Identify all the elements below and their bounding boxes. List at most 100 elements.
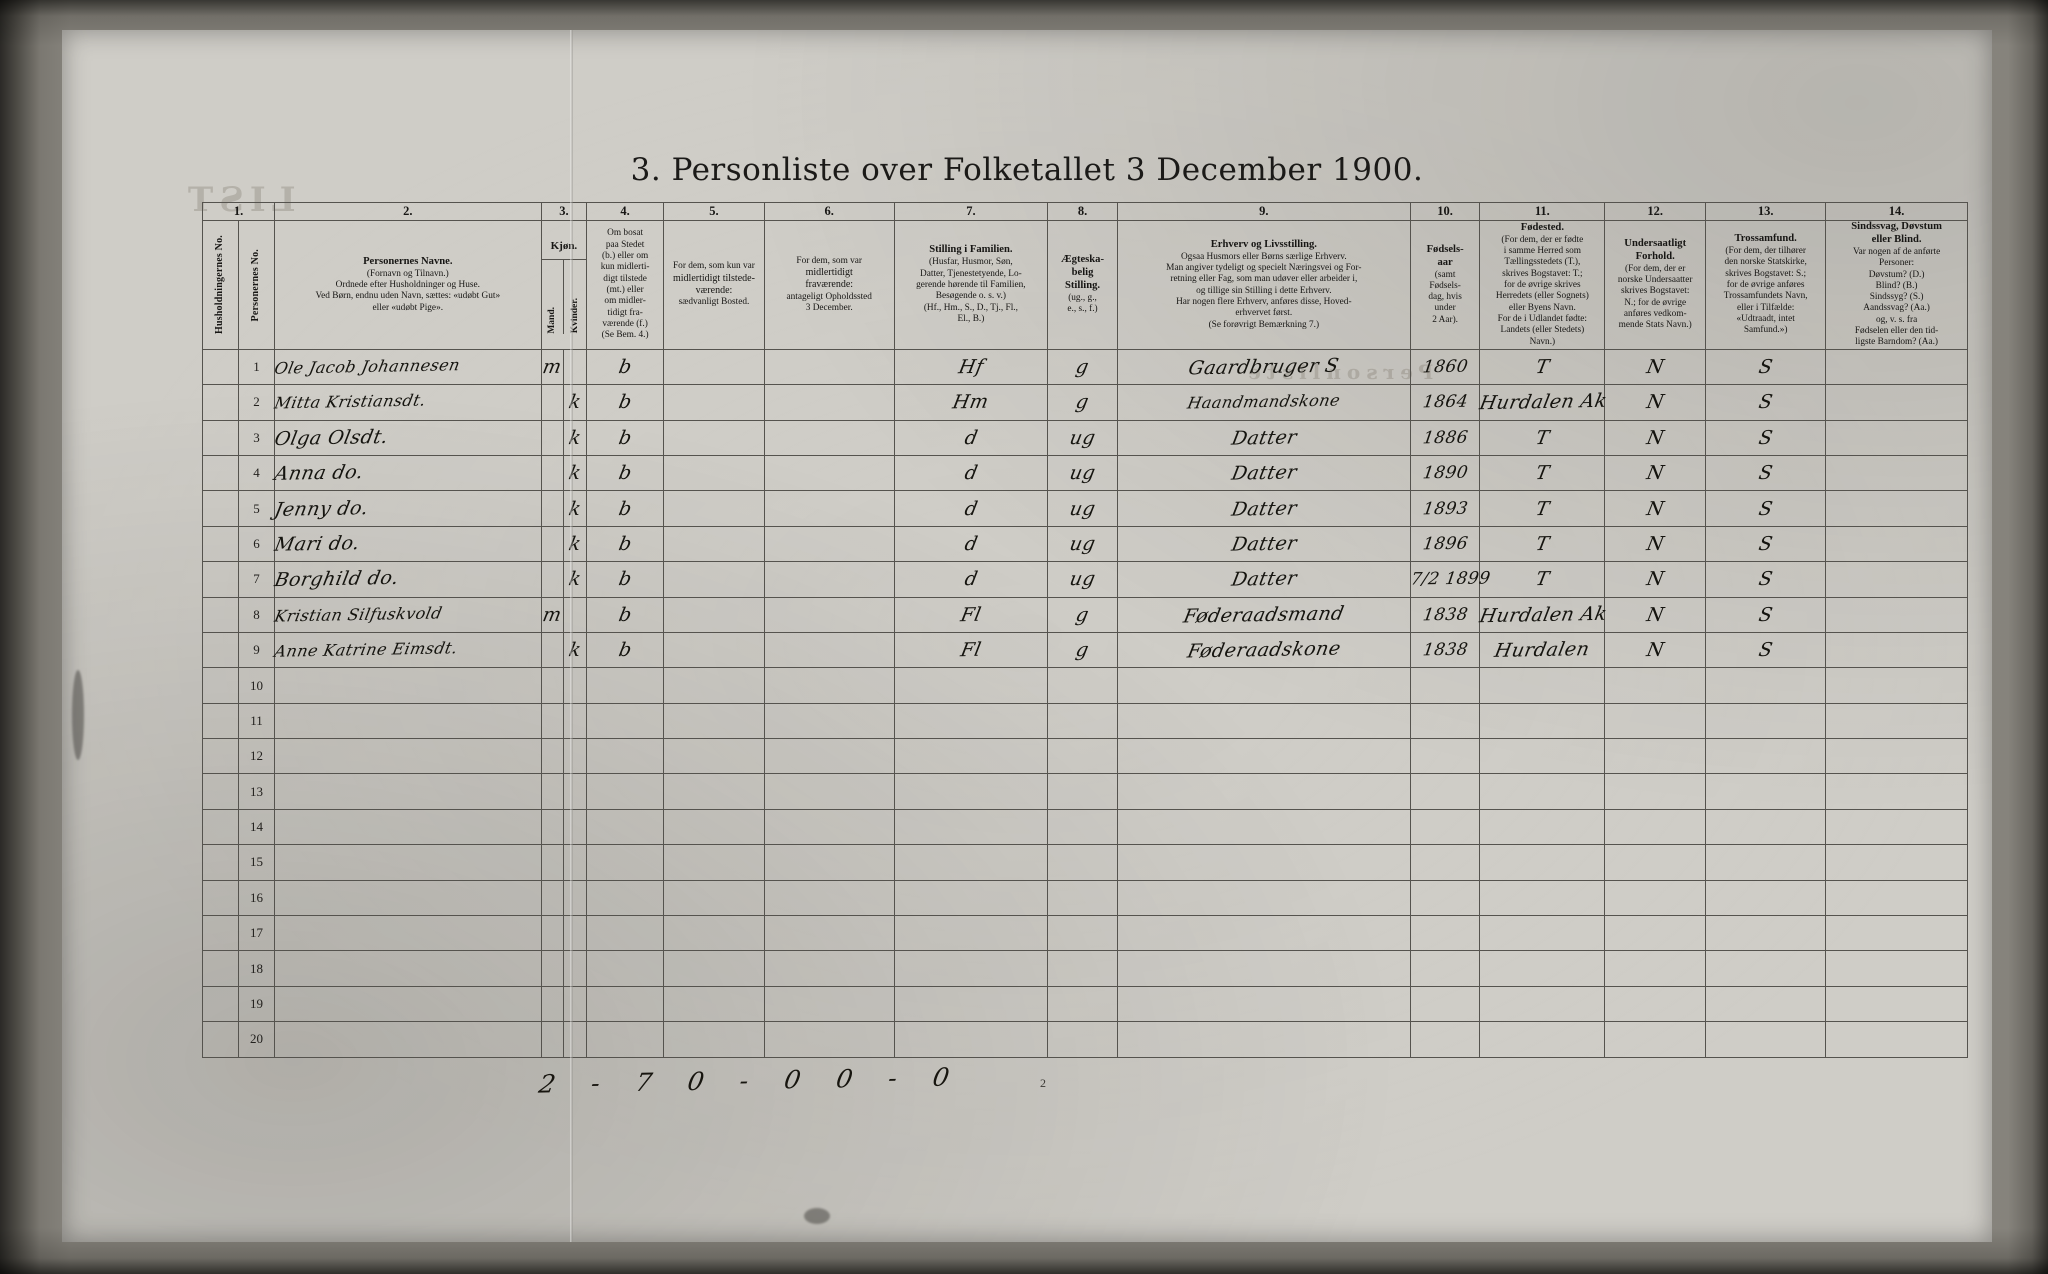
cell-sex_m[interactable]: [540, 490, 565, 527]
cell-familie[interactable]: [893, 879, 1049, 917]
cell-fravaer[interactable]: [763, 773, 895, 810]
table-row[interactable]: 15: [201, 844, 1968, 881]
cell-erhverv[interactable]: Datter: [1116, 454, 1411, 492]
table-row[interactable]: 10: [201, 667, 1968, 704]
cell-fodested[interactable]: [1479, 738, 1606, 775]
cell-aegte[interactable]: ug: [1047, 419, 1118, 456]
cell-aar[interactable]: 1896: [1409, 525, 1481, 563]
cell-erhverv[interactable]: Haandmandskone: [1116, 384, 1411, 421]
cell-sex_m[interactable]: [540, 631, 565, 669]
cell-fravaer[interactable]: [763, 667, 895, 704]
cell-sindssvag[interactable]: [1825, 773, 1968, 810]
cell-familie[interactable]: [893, 1021, 1049, 1058]
cell-undersaat[interactable]: [1604, 844, 1707, 881]
cell-sex_m[interactable]: [540, 879, 565, 917]
cell-tros[interactable]: S: [1705, 348, 1827, 386]
cell-familie[interactable]: [893, 985, 1049, 1023]
cell-sex_k[interactable]: [563, 915, 588, 952]
cell-fravaer[interactable]: [763, 384, 895, 421]
table-row[interactable]: 9 Anne Katrine Eimsdt. k b Fl g Føderaadskone 1…: [201, 631, 1968, 669]
cell-sindssvag[interactable]: [1825, 738, 1968, 775]
cell-aar[interactable]: [1409, 667, 1481, 704]
table-row[interactable]: 14: [201, 808, 1968, 846]
cell-fravaer[interactable]: [763, 738, 895, 775]
cell-undersaat[interactable]: [1604, 667, 1707, 704]
cell-aar[interactable]: 1860: [1409, 348, 1481, 386]
cell-fodested[interactable]: [1479, 1021, 1606, 1058]
cell-bosted[interactable]: [663, 844, 765, 881]
cell-sindssvag[interactable]: [1825, 879, 1968, 917]
cell-name[interactable]: [274, 702, 542, 740]
cell-undersaat[interactable]: N: [1604, 490, 1707, 527]
cell-bosat[interactable]: [586, 738, 665, 775]
cell-erhverv[interactable]: [1116, 738, 1411, 775]
cell-fravaer[interactable]: [763, 985, 895, 1023]
cell-fravaer[interactable]: [763, 525, 895, 563]
cell-erhverv[interactable]: [1116, 985, 1411, 1023]
cell-aar[interactable]: 1886: [1409, 419, 1481, 456]
cell-tros[interactable]: S: [1705, 454, 1827, 492]
cell-sex_k[interactable]: [563, 985, 588, 1023]
cell-erhverv[interactable]: Datter: [1116, 490, 1411, 527]
table-row[interactable]: 16: [201, 879, 1968, 917]
cell-fodested[interactable]: [1479, 773, 1606, 810]
table-row[interactable]: 7 Borghild do. k b d ug Datter 7/2 1899 T N S: [201, 561, 1968, 598]
cell-bosted[interactable]: [663, 985, 765, 1023]
cell-aegte[interactable]: ug: [1047, 525, 1118, 563]
cell-tros[interactable]: [1705, 702, 1827, 740]
cell-fodested[interactable]: T: [1479, 490, 1606, 527]
cell-bosted[interactable]: [663, 773, 765, 810]
cell-sindssvag[interactable]: [1825, 384, 1968, 421]
cell-fodested[interactable]: [1479, 985, 1606, 1023]
cell-tros[interactable]: [1705, 667, 1827, 704]
cell-name[interactable]: Olga Olsdt.: [273, 419, 542, 456]
cell-bosted[interactable]: [663, 808, 765, 846]
cell-name[interactable]: Anne Katrine Eimsdt.: [273, 631, 542, 669]
cell-sindssvag[interactable]: [1825, 985, 1968, 1023]
cell-sex_m[interactable]: [540, 808, 565, 846]
cell-fravaer[interactable]: [763, 879, 895, 917]
cell-fodested[interactable]: T: [1479, 454, 1606, 492]
cell-fodested[interactable]: [1479, 879, 1606, 917]
cell-aar[interactable]: 1838: [1409, 596, 1481, 633]
cell-sex_k[interactable]: [563, 348, 588, 386]
cell-erhverv[interactable]: Datter: [1116, 419, 1411, 456]
cell-erhverv[interactable]: [1116, 915, 1411, 952]
cell-sex_k[interactable]: k: [563, 525, 588, 563]
cell-undersaat[interactable]: [1604, 702, 1707, 740]
cell-sindssvag[interactable]: [1825, 808, 1968, 846]
cell-bosted[interactable]: [663, 525, 765, 563]
cell-aegte[interactable]: [1047, 985, 1118, 1023]
cell-sex_m[interactable]: [540, 419, 565, 456]
cell-sex_k[interactable]: [563, 702, 588, 740]
cell-tros[interactable]: S: [1705, 384, 1827, 421]
cell-fravaer[interactable]: [763, 490, 895, 527]
cell-sex_m[interactable]: [540, 950, 565, 987]
cell-erhverv[interactable]: [1116, 879, 1411, 917]
cell-sex_m[interactable]: [540, 844, 565, 881]
cell-bosat[interactable]: [586, 808, 665, 846]
cell-fodested[interactable]: T: [1479, 561, 1606, 598]
cell-sex_m[interactable]: m: [540, 596, 565, 633]
cell-fodested[interactable]: [1479, 702, 1606, 740]
cell-aar[interactable]: 1864: [1409, 384, 1481, 421]
cell-undersaat[interactable]: [1604, 879, 1707, 917]
cell-undersaat[interactable]: N: [1604, 561, 1707, 598]
cell-tros[interactable]: [1705, 773, 1827, 810]
cell-tros[interactable]: [1705, 950, 1827, 987]
table-row[interactable]: 5 Jenny do. k b d ug Datter 1893 T N S: [201, 490, 1968, 527]
cell-familie[interactable]: d: [893, 419, 1049, 456]
cell-aegte[interactable]: [1047, 915, 1118, 952]
cell-sindssvag[interactable]: [1825, 631, 1968, 669]
cell-undersaat[interactable]: [1604, 950, 1707, 987]
cell-aegte[interactable]: ug: [1047, 561, 1118, 598]
cell-fravaer[interactable]: [763, 419, 895, 456]
cell-sex_m[interactable]: [540, 525, 565, 563]
cell-erhverv[interactable]: [1116, 808, 1411, 846]
cell-sex_k[interactable]: [563, 808, 588, 846]
cell-bosted[interactable]: [663, 950, 765, 987]
cell-undersaat[interactable]: N: [1604, 454, 1707, 492]
cell-erhverv[interactable]: Gaardbruger S: [1116, 348, 1411, 386]
cell-sex_m[interactable]: [540, 561, 565, 598]
cell-familie[interactable]: [893, 738, 1049, 775]
